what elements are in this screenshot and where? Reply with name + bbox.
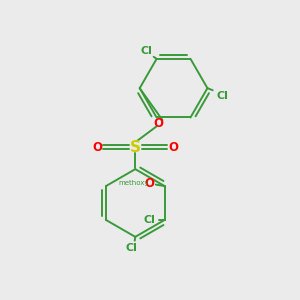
Text: S: S xyxy=(130,140,141,154)
Text: O: O xyxy=(144,177,154,190)
Text: Cl: Cl xyxy=(216,91,228,100)
Text: O: O xyxy=(92,141,102,154)
Text: methoxy: methoxy xyxy=(119,180,149,186)
Text: Cl: Cl xyxy=(126,243,138,253)
Text: Cl: Cl xyxy=(143,215,155,225)
Text: O: O xyxy=(154,117,164,130)
Text: O: O xyxy=(169,141,178,154)
Text: Cl: Cl xyxy=(140,46,152,56)
